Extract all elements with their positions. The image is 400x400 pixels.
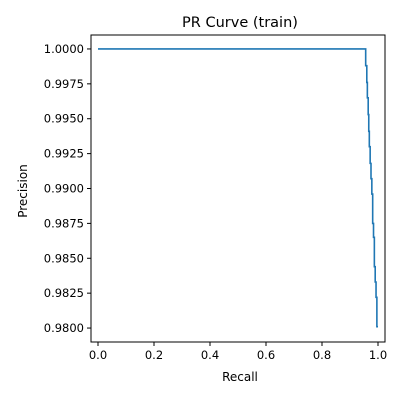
x-tick-label: 0.8: [313, 348, 331, 362]
y-tick-label: 0.9925: [44, 147, 84, 161]
x-tick-label: 1.0: [369, 348, 387, 362]
x-tick-label: 0.6: [257, 348, 275, 362]
x-axis-ticks: 0.0 0.2 0.4 0.6 0.8 1.0: [89, 342, 387, 362]
y-tick-label: 0.9975: [44, 77, 84, 91]
y-tick-label: 1.0000: [44, 42, 84, 56]
y-tick-label: 0.9850: [44, 251, 84, 265]
x-tick-label: 0.4: [201, 348, 219, 362]
x-tick-label: 0.0: [89, 348, 107, 362]
y-tick-label: 0.9800: [44, 321, 84, 335]
series-line-0: [98, 48, 378, 328]
y-tick-label: 0.9875: [44, 216, 84, 230]
y-tick-label: 0.9950: [44, 112, 84, 126]
chart-title: PR Curve (train): [182, 15, 298, 31]
y-tick-label: 0.9900: [44, 182, 84, 196]
y-tick-label: 0.9825: [44, 286, 84, 300]
y-axis-ticks: 0.9800 0.9825 0.9850 0.9875 0.9900 0.9925 0.99…: [44, 42, 91, 335]
series-layer: [98, 48, 378, 328]
x-axis-label: Recall: [222, 370, 258, 384]
x-tick-label: 0.2: [145, 348, 163, 362]
y-axis-label: Precision: [16, 164, 30, 218]
